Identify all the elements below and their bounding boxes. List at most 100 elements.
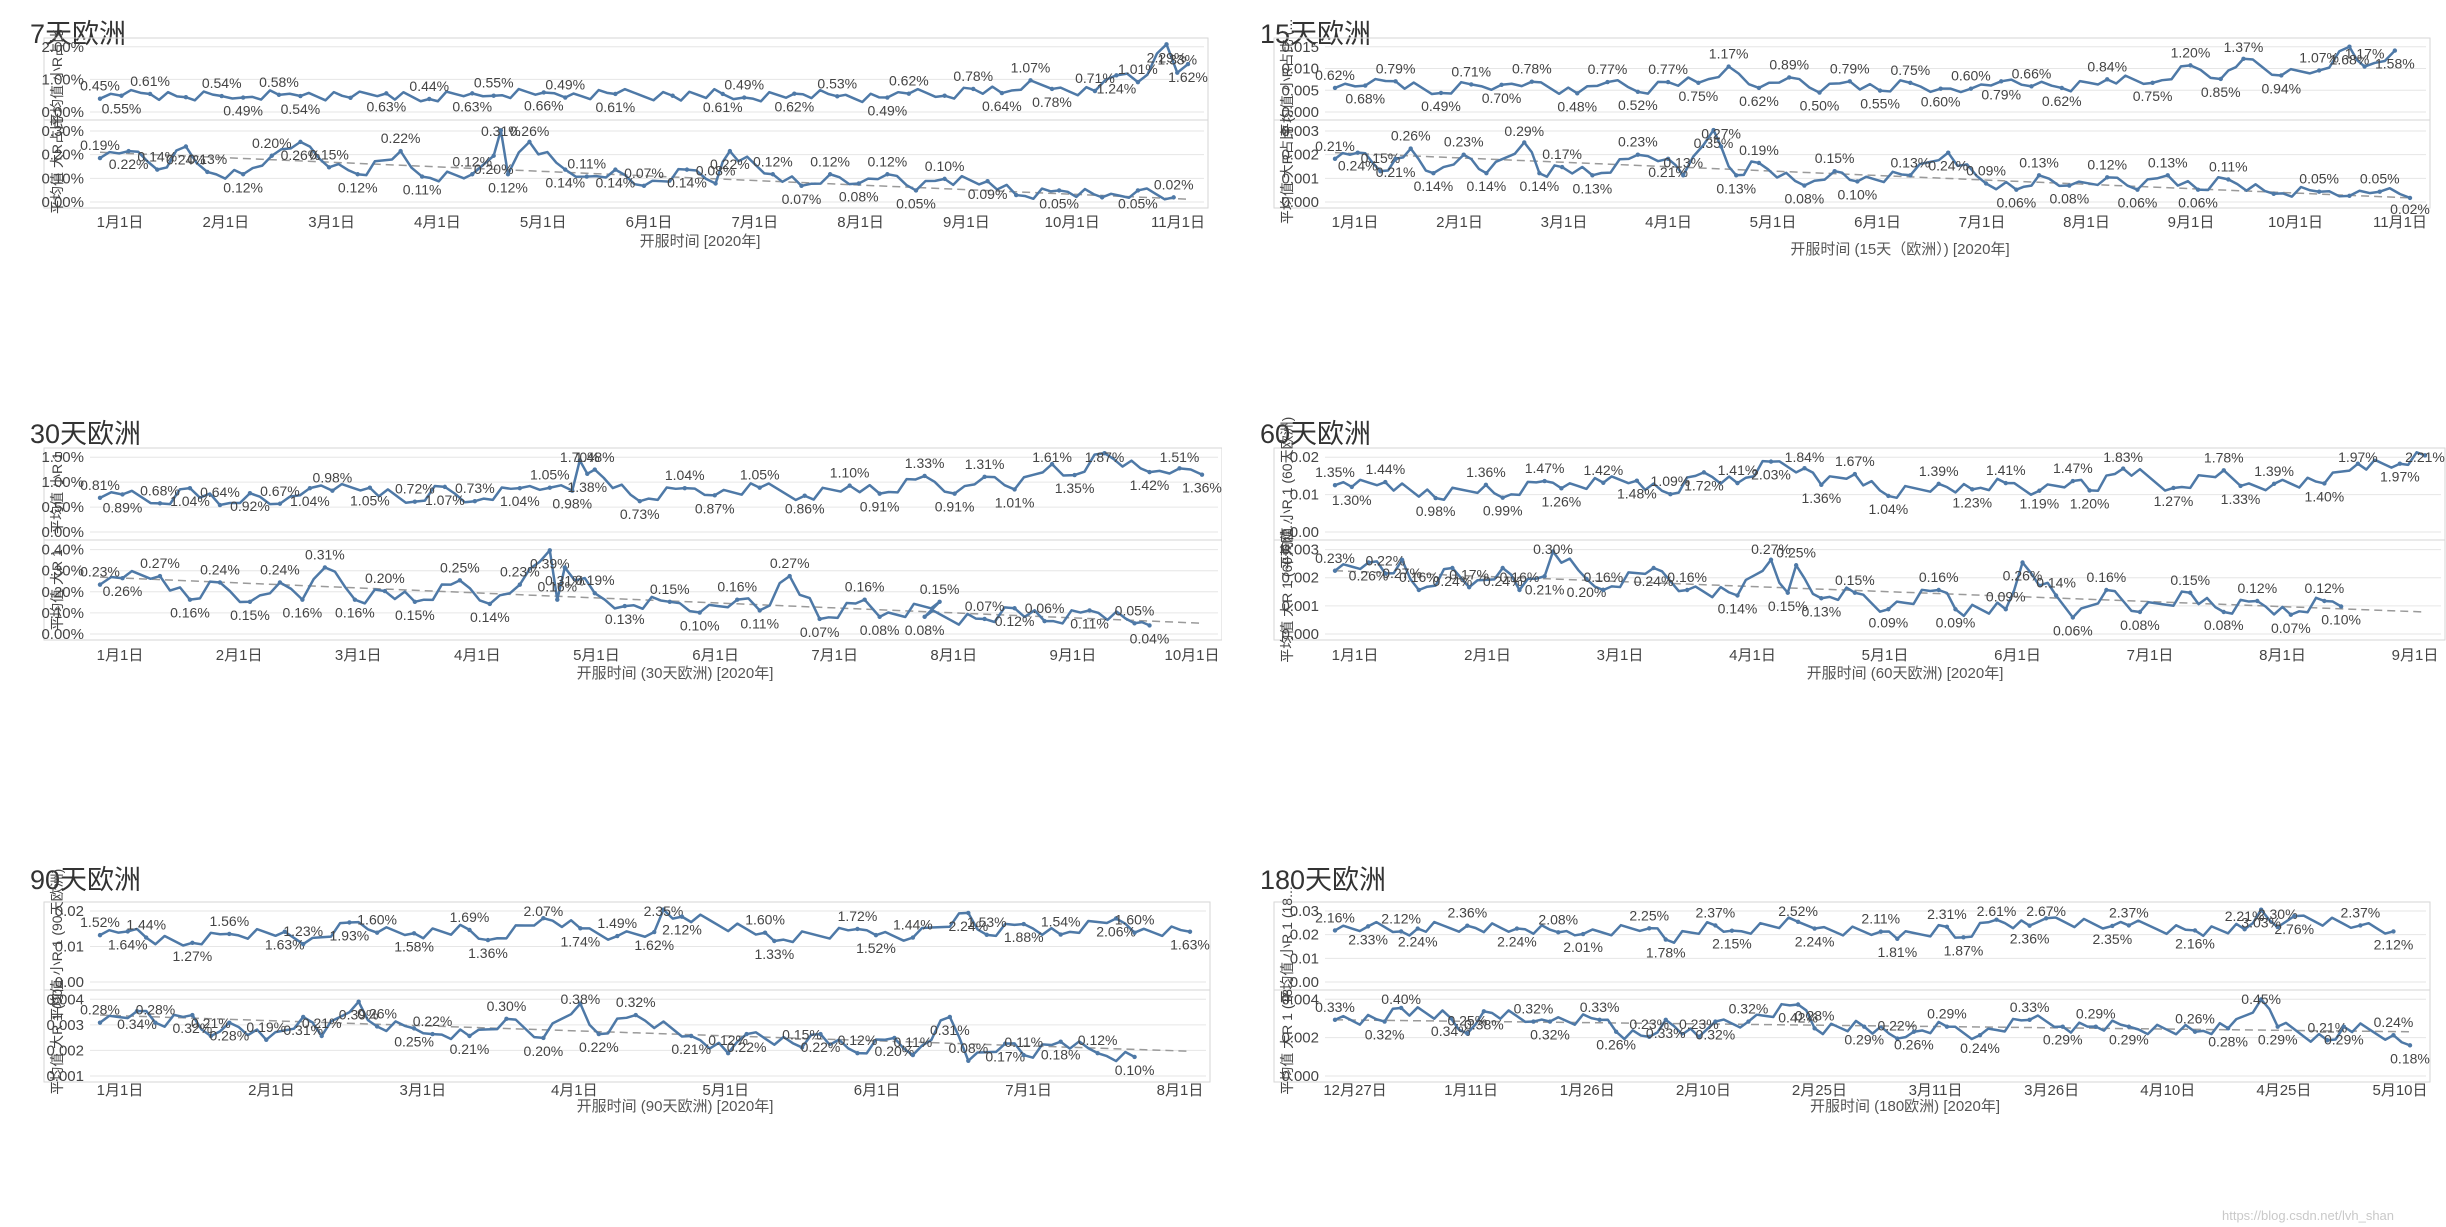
data-point [1132, 930, 1137, 935]
x-tick-label: 12月27日 [1323, 1082, 1386, 1099]
data-point [1021, 1052, 1026, 1058]
data-label: 0.10% [2321, 612, 2361, 628]
data-point [584, 174, 589, 179]
data-point [1092, 88, 1098, 94]
data-label: 0.79% [1830, 60, 1870, 76]
x-tick-label: 2月1日 [1464, 647, 1511, 664]
data-point [555, 597, 560, 602]
data-point [1944, 924, 1950, 930]
data-label: 1.17% [2345, 46, 2385, 62]
data-point [1877, 88, 1883, 93]
data-point [1466, 585, 1472, 590]
data-label: 0.08% [2204, 617, 2244, 633]
data-point [2171, 485, 2176, 491]
panel-title: 15天欧洲 [1260, 19, 1372, 49]
data-label: 0.23% [1629, 1016, 1669, 1032]
data-point [398, 148, 403, 154]
data-point [2104, 587, 2109, 593]
y-tick-label: 0.00% [41, 626, 84, 643]
data-label: 0.87% [695, 500, 735, 516]
data-point [799, 183, 804, 189]
data-point [2316, 189, 2322, 194]
data-point [2377, 189, 2382, 194]
panel-title: 90天欧洲 [30, 865, 142, 895]
panel-frame [43, 901, 1211, 1083]
data-point [688, 1033, 694, 1039]
data-point [757, 608, 762, 613]
data-point [1793, 563, 1799, 568]
data-point [757, 485, 762, 490]
x-tick-label: 3月1日 [335, 647, 382, 664]
data-point [2192, 928, 2198, 933]
data-point [2271, 191, 2276, 196]
data-point [485, 937, 491, 943]
series-line [1334, 908, 2394, 944]
panel-7day: 7天欧洲 0.00% 1.00% 2.00% 平均值 小R占比 0.45% 0.55% 0.… [0, 0, 1222, 400]
data-label: 0.19% [575, 572, 615, 588]
data-label: 0.21% [191, 1015, 231, 1031]
data-label: 0.06% [1996, 195, 2036, 211]
x-tick-label: 3月1日 [400, 1082, 447, 1099]
data-label: 1.26% [1542, 493, 1582, 509]
data-label: 0.12% [838, 1032, 878, 1048]
x-axis-title: 开服时间 (30天欧洲) [2020年] [576, 665, 774, 682]
data-point [467, 927, 472, 933]
data-point [2271, 481, 2277, 487]
data-label: 0.29% [2258, 1032, 2298, 1048]
data-label: 0.09% [1936, 614, 1976, 630]
panel-title: 60天欧洲 [1260, 419, 1372, 449]
data-label: 0.67% [260, 483, 300, 499]
data-point [2391, 929, 2396, 934]
data-point [1415, 926, 1420, 931]
data-label: 0.30% [1533, 541, 1573, 557]
y-tick-label: 0.01 [1290, 950, 1319, 967]
data-label: 1.04% [1869, 501, 1909, 517]
data-point [720, 91, 725, 97]
data-label: 0.11% [403, 182, 442, 198]
data-label: 0.31% [283, 1022, 323, 1038]
x-tick-label: 4月1日 [1645, 214, 1692, 231]
data-label: 0.79% [1981, 86, 2021, 102]
data-point [862, 597, 867, 602]
y-axis-title: 平均值 小R占比 (... [1279, 19, 1295, 137]
data-label: 0.49% [724, 77, 764, 93]
data-label: 0.24% [2374, 1014, 2414, 1030]
data-label: 0.14% [596, 175, 636, 191]
data-point [1529, 79, 1535, 84]
data-point [2275, 1024, 2280, 1029]
data-label: 0.64% [982, 98, 1022, 114]
data-point [2087, 488, 2092, 493]
data-label: 1.48% [575, 449, 615, 465]
data-point [2322, 481, 2327, 486]
data-label: 1.31% [965, 456, 1005, 472]
data-point [1383, 479, 1388, 485]
y-tick-label: 0.00% [41, 524, 84, 541]
data-point [1522, 140, 1527, 145]
data-point [126, 148, 131, 154]
data-point [1832, 168, 1837, 174]
data-label: 0.06% [2178, 195, 2218, 211]
data-label: 0.17% [1542, 146, 1582, 162]
data-point [1431, 171, 1436, 176]
data-point [1164, 42, 1169, 47]
data-label: 1.74% [560, 933, 600, 949]
data-point [1542, 478, 1547, 484]
data-point [1332, 1017, 1338, 1023]
data-label: 0.21% [1525, 581, 1565, 597]
data-label: 0.26% [1596, 1037, 1636, 1053]
data-label: 0.07% [965, 598, 1005, 614]
x-tick-label: 10月1日 [2268, 214, 2323, 231]
data-label: 0.77% [1588, 61, 1628, 77]
data-label: 0.72% [395, 481, 435, 497]
data-label: 2.08% [1538, 911, 1578, 927]
data-point [219, 93, 224, 99]
data-label: 0.78% [1512, 61, 1552, 77]
data-label: 0.16% [283, 605, 323, 621]
data-label: 0.12% [753, 153, 793, 169]
data-point [922, 614, 927, 620]
data-point [2003, 607, 2008, 612]
data-point [1696, 1034, 1702, 1040]
data-point [1911, 1029, 1917, 1034]
data-point [2221, 468, 2226, 473]
data-point [727, 148, 733, 154]
